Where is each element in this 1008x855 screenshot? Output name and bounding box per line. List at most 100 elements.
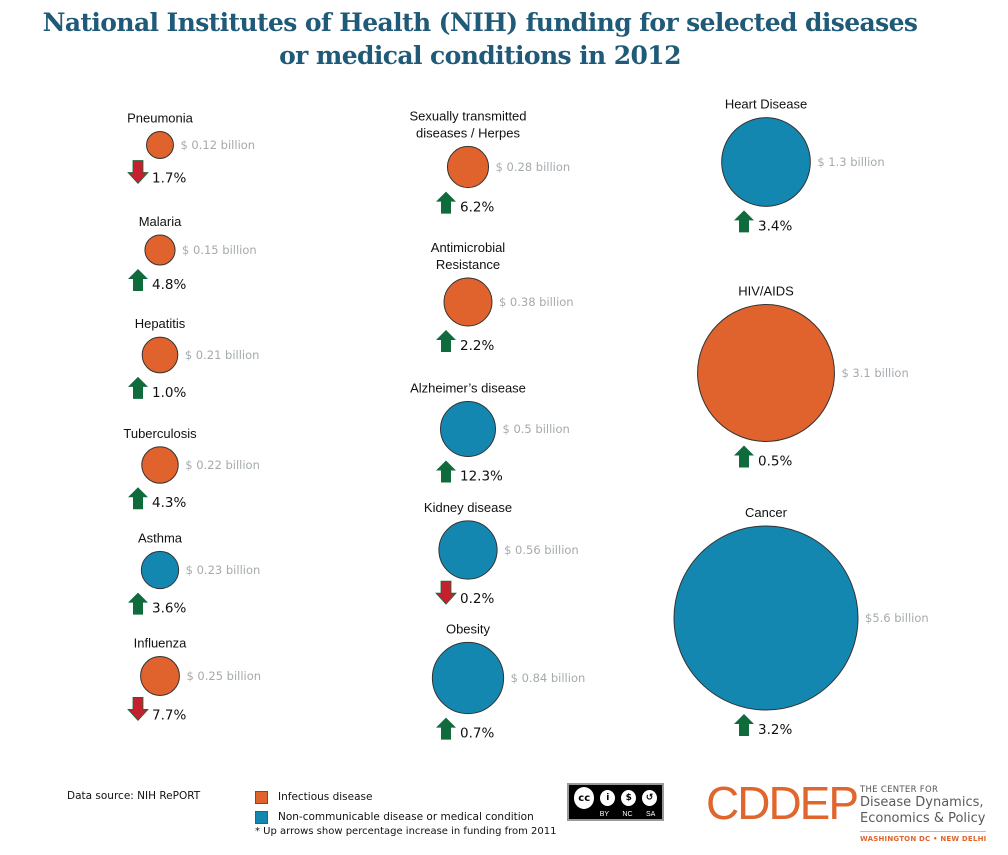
percent-change: 3.2%	[758, 722, 792, 738]
amount-label: $ 3.1 billion	[841, 366, 908, 380]
bubble-label: Malaria	[139, 214, 182, 229]
amount-label: $ 0.38 billion	[499, 295, 574, 309]
attribution-icon: i	[598, 788, 618, 808]
bubble-infectious	[140, 656, 180, 696]
percent-change: 0.7%	[460, 726, 494, 742]
chart-title-line-2: or medical conditions in 2012	[279, 41, 681, 70]
percent-change: 4.8%	[152, 277, 186, 293]
bubble-group: Sexually transmitted diseases / Herpes $ 0…	[409, 108, 570, 215]
bubble-group: Influenza $ 0.25 billion 7.7%	[127, 636, 261, 723]
arrow-up-icon	[734, 210, 754, 233]
bubble-group: Malaria$ 0.15 billion 4.8%	[128, 214, 257, 293]
legend-label-non-communicable: Non-communicable disease or medical cond…	[278, 811, 534, 823]
bubble-infectious	[144, 234, 176, 266]
creative-commons-badge: cc i $ ↺ BY NC SA	[567, 783, 664, 821]
bubble-label: Tuberculosis	[123, 426, 197, 441]
cc-by-label: BY	[599, 811, 610, 818]
legend: Infectious disease Non-communicable dise…	[255, 787, 534, 827]
percent-change: 4.3%	[152, 495, 186, 511]
legend-label-infectious: Infectious disease	[278, 791, 373, 803]
arrow-down-icon	[435, 580, 457, 605]
bubble-group: Kidney disease $ 0.56 billion 0.2%	[424, 500, 579, 607]
footnote: * Up arrows show percentage increase in …	[255, 826, 557, 837]
bubble-label: Pneumonia	[127, 111, 194, 126]
amount-label: $ 0.84 billion	[511, 671, 586, 685]
arrow-up-icon	[128, 487, 148, 510]
amount-label: $ 0.22 billion	[185, 458, 260, 472]
bubble-group: Alzheimer’s disease $ 0.5 billion 12.3%	[410, 381, 570, 485]
bubble-non_communicable	[673, 525, 859, 711]
arrow-down-icon	[127, 160, 149, 185]
bubble-chart: Pneumonia $ 0.12 billion 1.7% Malaria$ 0.15…	[123, 97, 929, 742]
amount-label: $5.6 billion	[865, 611, 929, 625]
bubble-label: Asthma	[138, 530, 183, 545]
bubble-group: Tuberculosis $ 0.22 billion 4.3%	[123, 426, 259, 511]
bubble-infectious	[443, 277, 493, 327]
bubble-group: Hepatitis $ 0.21 billion 1.0%	[128, 316, 259, 401]
bubble-group: Heart Disease $ 1.3 billion 3.4%	[721, 97, 885, 234]
arrow-up-icon	[128, 269, 148, 292]
bubble-label: Hepatitis	[135, 316, 186, 331]
data-source: Data source: NIH RePORT	[67, 790, 201, 802]
amount-label: $ 1.3 billion	[817, 155, 884, 169]
cc-nc-label: NC	[622, 811, 633, 818]
percent-change: 1.0%	[152, 385, 186, 401]
amount-label: $ 0.12 billion	[180, 138, 255, 152]
bubble-infectious	[697, 304, 835, 442]
arrow-up-icon	[436, 329, 456, 352]
bubble-non_communicable	[438, 520, 498, 580]
bubble-non_communicable	[440, 401, 496, 457]
percent-change: 6.2%	[460, 200, 494, 216]
legend-swatch-non-communicable	[255, 810, 268, 824]
bubble-label: Heart Disease	[725, 97, 807, 112]
chart-title-line-1: National Institutes of Health (NIH) fund…	[42, 8, 918, 37]
bubble-infectious	[446, 145, 490, 189]
bubble-label: Resistance	[436, 257, 500, 272]
arrow-up-icon	[128, 376, 148, 399]
percent-change: 7.7%	[152, 707, 186, 723]
bubble-label: Antimicrobial	[431, 240, 506, 255]
bubble-label: Cancer	[745, 505, 788, 520]
chart-title: National Institutes of Health (NIH) fund…	[0, 6, 960, 72]
arrow-up-icon	[128, 592, 148, 615]
logo-cities: WASHINGTON DC • NEW DELHI	[860, 835, 987, 843]
percent-change: 3.6%	[152, 601, 186, 617]
amount-label: $ 0.56 billion	[504, 543, 579, 557]
amount-label: $ 0.5 billion	[502, 422, 569, 436]
percent-change: 2.2%	[460, 338, 494, 354]
percent-change: 0.2%	[460, 591, 494, 607]
arrow-down-icon	[127, 697, 149, 722]
arrow-up-icon	[734, 714, 754, 736]
bubble-label: Obesity	[446, 621, 491, 636]
cddep-logo-text: THE CENTER FOR Disease Dynamics, Economi…	[860, 785, 986, 843]
amount-label: $ 0.23 billion	[186, 563, 261, 577]
bubble-non_communicable	[140, 550, 180, 590]
bubble-label: Influenza	[134, 636, 188, 651]
arrow-up-icon	[436, 460, 456, 483]
percent-change: 12.3%	[460, 468, 503, 484]
amount-label: $ 0.25 billion	[186, 669, 261, 683]
bubble-label: diseases / Herpes	[416, 125, 521, 140]
amount-label: $ 0.21 billion	[185, 348, 260, 362]
legend-swatch-infectious	[255, 790, 268, 804]
bubble-group: Obesity $ 0.84 billion 0.7%	[431, 621, 586, 742]
bubble-non_communicable	[431, 641, 505, 715]
arrow-up-icon	[436, 717, 456, 740]
bubble-label: Sexually transmitted	[409, 108, 526, 123]
bubble-group: Cancer $5.6 billion 3.2%	[673, 505, 929, 738]
bubble-infectious	[141, 336, 179, 374]
amount-label: $ 0.15 billion	[182, 243, 257, 257]
cddep-logo-mark: CDDEP	[706, 777, 859, 829]
legend-item-infectious: Infectious disease	[255, 787, 534, 807]
bubble-group: Antimicrobial Resistance $ 0.38 billion 2.2…	[431, 240, 574, 354]
logo-name-line-2: Economics & Policy	[860, 811, 986, 826]
arrow-up-icon	[734, 445, 754, 468]
noncommercial-icon: $	[619, 788, 639, 808]
logo-divider	[860, 831, 986, 832]
arrow-up-icon	[436, 191, 456, 214]
bubble-group: HIV/AIDS $ 3.1 billion 0.5%	[697, 284, 909, 469]
bubble-label: Alzheimer’s disease	[410, 381, 526, 396]
sharealike-icon: ↺	[640, 788, 659, 808]
bubble-group: Pneumonia $ 0.12 billion 1.7%	[127, 111, 255, 186]
bubble-infectious	[146, 131, 174, 159]
